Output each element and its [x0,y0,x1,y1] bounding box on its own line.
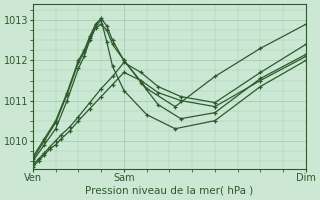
X-axis label: Pression niveau de la mer( hPa ): Pression niveau de la mer( hPa ) [85,186,253,196]
